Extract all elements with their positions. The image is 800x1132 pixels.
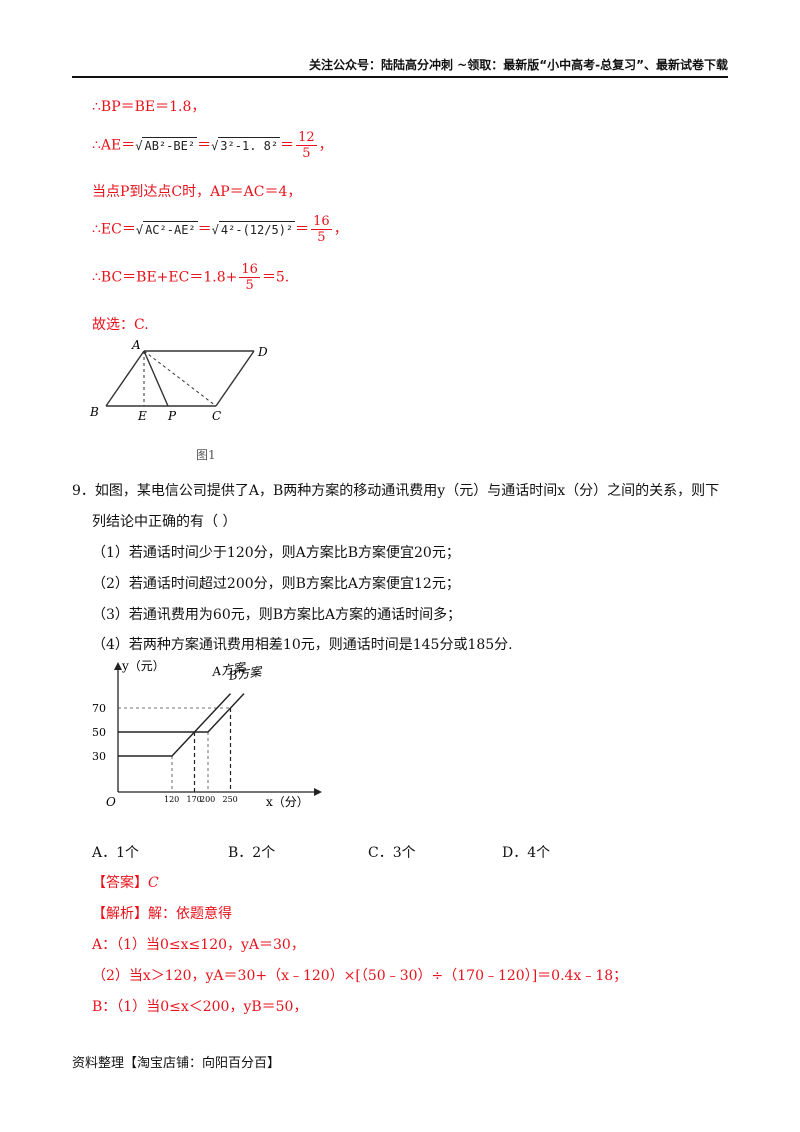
radical-1: √ AB²-BE²	[135, 136, 198, 153]
x-tick-label: 120	[164, 795, 179, 804]
origin-label: O	[106, 795, 116, 809]
fraction-16-5: 16 5	[311, 214, 332, 245]
option-a[interactable]: A．1个	[92, 845, 140, 861]
page-header: 关注公众号：陆陆高分冲刺 ~领取：最新版“小中高考-总复习”、最新试卷下载	[72, 56, 728, 78]
radical-4: √ 4²-(12/5)²	[211, 220, 296, 237]
solution-line-2: ∴AE＝√ AB²-BE² ＝√ 3²-1. 8² ＝ 12 5，	[92, 130, 333, 161]
equals: ＝	[280, 137, 295, 154]
label-d: D	[257, 345, 268, 359]
fraction-16-5-b: 16 5	[239, 262, 260, 293]
expr-ae: ∴AE＝	[92, 137, 136, 154]
solution-line-4: ∴EC＝√ AC²-AE² ＝√ 4²-(12/5)² ＝ 16 5，	[92, 214, 348, 245]
option-d[interactable]: D．4个	[502, 845, 551, 861]
solution-line-3: 当点P到达点C时，AP＝AC＝4，	[92, 184, 302, 200]
equals: ＝	[295, 221, 310, 238]
comma: ，	[333, 221, 348, 238]
x-axis-arrow	[314, 788, 322, 796]
solution-conclusion: 故选：C.	[92, 317, 149, 333]
series-a-label: A方案	[210, 660, 247, 679]
option-b[interactable]: B．2个	[228, 845, 276, 861]
expr-ec: ∴EC＝	[92, 221, 136, 238]
solution-line-1: ∴BP＝BE＝1.8，	[92, 99, 206, 115]
fraction-12-5: 12 5	[296, 130, 317, 161]
result: ＝5.	[261, 269, 290, 286]
expr-bc: ∴BC＝BE+EC＝1.8+	[92, 269, 238, 286]
label-e: E	[137, 409, 147, 423]
comma: ，	[318, 137, 333, 154]
x-tick-label: 200	[200, 795, 215, 804]
statement-4: （4）若两种方案通讯费用相差10元，则通话时间是145分或185分.	[92, 637, 513, 653]
analysis-label: 【解析】	[92, 906, 148, 922]
statement-1: （1）若通话时间少于120分，则A方案比B方案便宜20元；	[92, 545, 460, 561]
page-footer: 资料整理【淘宝店铺：向阳百分百】	[72, 1056, 281, 1071]
analysis-a2: （2）当x＞120，yA＝30+（x﹣120）×[（50﹣30）÷（170﹣12…	[92, 968, 628, 984]
figure-caption: 图1	[196, 448, 216, 462]
x-axis-label: x（分）	[266, 795, 309, 809]
y-axis-label: y（元）	[121, 659, 165, 673]
label-a: A	[131, 338, 141, 352]
label-p: P	[167, 409, 177, 423]
radical-3: √ AC²-AE²	[135, 220, 198, 237]
answer-value: C	[148, 875, 159, 891]
option-c[interactable]: C．3个	[368, 845, 416, 861]
series-b-line	[118, 693, 245, 733]
x-tick-label: 250	[223, 795, 238, 804]
answer-line: 【答案】C	[92, 872, 159, 892]
analysis-intro: 解：依题意得	[148, 906, 232, 922]
series-b-label: B方案	[227, 664, 264, 683]
statement-2: （2）若通话时间超过200分，则B方案比A方案便宜12元；	[92, 576, 460, 592]
analysis-b1: B：（1）当0≤x＜200，yB＝50，	[92, 999, 308, 1015]
analysis-a1: A：（1）当0≤x≤120，yA＝30，	[92, 937, 305, 953]
question-9-stem-cont: 列结论中正确的有（ ）	[92, 514, 237, 530]
equals: ＝	[197, 137, 212, 154]
equals: ＝	[197, 221, 212, 238]
statement-3: （3）若通讯费用为60元，则B方案比A方案的通话时间多；	[92, 607, 462, 623]
radical-2: √ 3²-1. 8²	[211, 136, 281, 153]
y-axis-arrow	[114, 662, 122, 670]
series-a-line	[118, 693, 232, 757]
analysis-line: 【解析】解：依题意得	[92, 903, 232, 923]
y-tick-label: 30	[92, 750, 106, 763]
figure-1-parallelogram: A D B E P C 图1	[89, 338, 268, 462]
solution-line-5: ∴BC＝BE+EC＝1.8+ 16 5 ＝5.	[92, 262, 289, 293]
label-c: C	[212, 409, 221, 423]
answer-label: 【答案】	[92, 875, 148, 891]
label-b: B	[89, 405, 99, 419]
y-tick-label: 70	[92, 702, 106, 715]
x-tick-label: 170	[187, 795, 202, 804]
question-9-stem: 9．如图，某电信公司提供了A，B两种方案的移动通讯费用y（元）与通话时间x（分）…	[72, 483, 720, 499]
y-tick-label: 50	[92, 726, 106, 739]
